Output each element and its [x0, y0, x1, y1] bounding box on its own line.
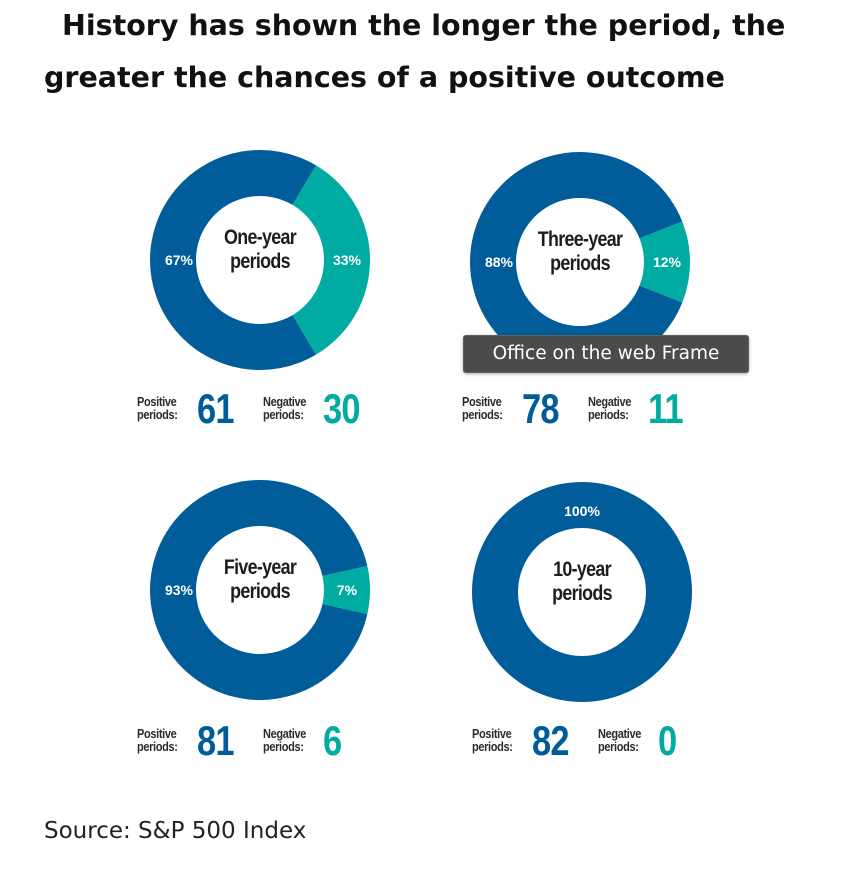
negative-periods-count: 6	[323, 717, 342, 764]
stats-three-year: Positive periods: 78 Negative periods: 11	[462, 386, 690, 432]
positive-slice	[149, 480, 368, 700]
negative-periods-label: Negative periods:	[588, 395, 632, 422]
donut-center-label: One-year periods	[218, 226, 303, 274]
source-note: Source: S&P 500 Index	[44, 818, 307, 844]
positive-periods-count: 61	[197, 385, 234, 432]
negative-percent-label: 12%	[653, 254, 682, 270]
donut-chart-one-year: 67% 33% One-year periods	[148, 148, 372, 372]
negative-periods-label: Negative periods:	[263, 727, 307, 754]
positive-periods-label: Positive periods:	[472, 727, 513, 754]
negative-percent-label: 7%	[337, 582, 358, 598]
negative-periods-label: Negative periods:	[263, 395, 307, 422]
center-label-line-1: One-year	[224, 226, 297, 249]
stats-one-year: Positive periods: 61 Negative periods: 30	[137, 386, 368, 432]
positive-slice	[472, 482, 692, 702]
negative-periods-label: Negative periods:	[598, 727, 642, 754]
negative-periods-count: 0	[658, 717, 677, 764]
positive-slice	[470, 151, 683, 372]
donut-chart-three-year: 88% 12% Three-year periods	[468, 150, 692, 374]
center-label-line-2: periods	[230, 250, 290, 273]
negative-slice	[322, 566, 370, 614]
negative-slice	[639, 221, 690, 303]
stats-10-year: Positive periods: 82 Negative periods: 0	[472, 718, 680, 764]
donut-svg: 93% 7%	[149, 480, 370, 700]
positive-periods-label: Positive periods:	[137, 727, 178, 754]
donut-center-label: 10-year periods	[540, 558, 625, 606]
positive-periods-count: 78	[522, 385, 559, 432]
positive-periods-label: Positive periods:	[462, 395, 503, 422]
donut-svg: 88% 12%	[470, 151, 690, 372]
positive-percent-label: 88%	[485, 254, 514, 270]
positive-periods-count: 81	[197, 717, 234, 764]
negative-percent-label: 33%	[333, 252, 362, 268]
center-label-line-1: Three-year	[537, 228, 623, 251]
center-label-line-1: 10-year	[553, 558, 611, 581]
center-label-line-1: Five-year	[223, 556, 297, 579]
frame-tooltip: Office on the web Frame	[463, 335, 749, 373]
page-title: History has shown the longer the period,…	[44, 0, 834, 104]
positive-periods-label: Positive periods:	[137, 395, 178, 422]
title-line-2: greater the chances of a positive outcom…	[44, 61, 725, 94]
negative-periods-count: 11	[648, 385, 684, 432]
positive-slice	[149, 150, 316, 370]
center-label-line-2: periods	[550, 252, 610, 275]
donut-svg: 67% 33%	[149, 150, 370, 370]
title-line-1: History has shown the longer the period,…	[62, 9, 786, 42]
donut-chart-10-year: 100% 10-year periods	[470, 480, 694, 704]
negative-slice	[292, 165, 370, 355]
center-label-line-2: periods	[230, 580, 290, 603]
donut-center-label: Five-year periods	[218, 556, 303, 604]
positive-periods-count: 82	[532, 717, 569, 764]
positive-percent-label: 67%	[165, 252, 194, 268]
stats-five-year: Positive periods: 81 Negative periods: 6	[137, 718, 345, 764]
donut-chart-five-year: 93% 7% Five-year periods	[148, 478, 372, 702]
positive-percent-label: 93%	[165, 582, 194, 598]
positive-percent-label: 100%	[564, 503, 600, 519]
donut-svg: 100%	[472, 482, 692, 702]
donut-center-label: Three-year periods	[538, 228, 623, 276]
center-label-line-2: periods	[552, 582, 612, 605]
negative-periods-count: 30	[323, 385, 360, 432]
